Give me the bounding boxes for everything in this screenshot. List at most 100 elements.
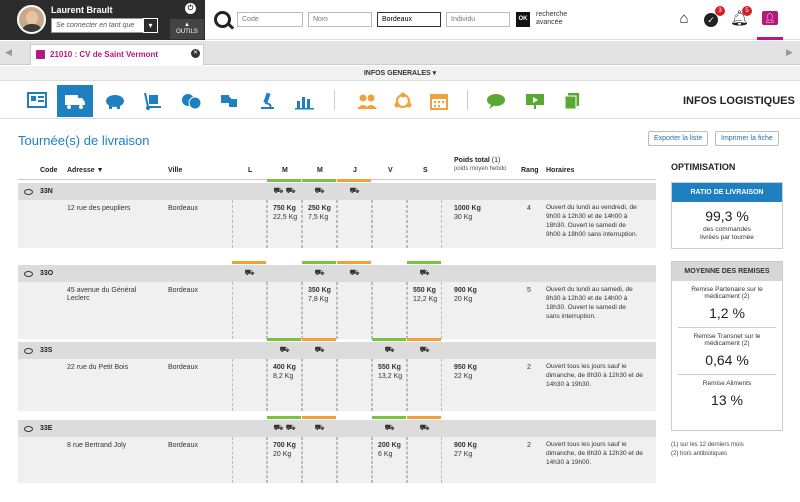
day-column — [337, 200, 372, 248]
check-icon[interactable]: ✓ 3 — [703, 6, 725, 27]
row-code: 33S — [40, 347, 53, 354]
delivery-truck-icon[interactable] — [57, 85, 93, 117]
eye-icon[interactable] — [24, 271, 33, 277]
row-horaires-line: Ouvert tous les jours sauf le — [546, 441, 627, 448]
id-card-icon[interactable] — [19, 85, 55, 117]
user-card-icon: 👤︎ — [762, 11, 778, 25]
header-poids-sup: (1) — [491, 157, 501, 164]
tab-prev-icon[interactable]: ◀ — [5, 47, 12, 57]
bar-chart-icon[interactable] — [287, 85, 323, 117]
chat-icon[interactable] — [479, 85, 515, 117]
row-horaires-line: 14h30 à 19h30. — [546, 381, 592, 388]
avatar[interactable] — [17, 5, 46, 34]
people-icon[interactable] — [349, 85, 385, 117]
network-icon[interactable] — [385, 85, 421, 117]
table-row-header[interactable] — [18, 265, 656, 282]
piggy-bank-icon[interactable] — [97, 85, 133, 117]
ville-input[interactable]: Bordeaux — [377, 12, 441, 27]
microscope-icon[interactable] — [249, 85, 285, 117]
section-title: INFOS LOGISTIQUES — [683, 95, 795, 107]
day-indicator-bar — [302, 416, 336, 419]
row-horaires-line: dimanche, de 8h30 à 12h30 et de — [546, 450, 643, 457]
advanced-search-link[interactable]: recherche avancée — [536, 11, 567, 27]
header-code[interactable]: Code — [40, 167, 58, 174]
remise-label-2: médicament (2) — [678, 340, 776, 347]
tab-next-icon[interactable]: ▶ — [786, 47, 793, 57]
remise-value: 13 % — [711, 392, 743, 408]
day-indicator-bar — [337, 179, 371, 182]
connect-as-select[interactable]: Se connecter en tant que — [51, 18, 158, 33]
row-rang: 2 — [527, 364, 531, 371]
row-poids-avg: 20 Kg — [454, 296, 473, 303]
user-card-button[interactable]: 👤︎ — [757, 0, 783, 40]
table-row-header[interactable] — [18, 342, 656, 359]
puzzle-icon[interactable] — [211, 85, 247, 117]
ratio-value: 99,3 % — [705, 208, 749, 224]
presentation-icon[interactable] — [517, 85, 553, 117]
day-column — [407, 200, 442, 248]
truck-icon: ⛟ — [349, 186, 360, 195]
eye-icon[interactable] — [24, 426, 33, 432]
header-day-l: L — [248, 167, 253, 174]
row-day-avg: 7,8 Kg — [308, 296, 329, 303]
table-row-header[interactable] — [18, 183, 656, 200]
day-indicator-bar — [302, 179, 336, 182]
individu-placeholder: Individu — [451, 16, 476, 23]
row-rang: 4 — [527, 205, 531, 212]
row-day-avg: 7,5 Kg — [308, 214, 329, 221]
remise-label-1: Remise Transnet sur le — [693, 333, 761, 340]
infos-generales-toggle[interactable]: INFOS GENERALES ▾ — [0, 66, 800, 81]
header-rang: Rang — [521, 167, 539, 174]
header-adresse[interactable]: Adresse ▼ — [67, 167, 104, 174]
row-poids: 900 Kg — [454, 287, 477, 294]
remise-label-2-text: médicament — [704, 293, 740, 300]
documents-icon[interactable] — [555, 85, 591, 117]
home-icon[interactable]: ⌂ — [679, 10, 689, 27]
ok-button[interactable]: OK — [516, 12, 530, 27]
row-day-weight: 200 Kg — [378, 442, 401, 449]
header-day-v: V — [388, 167, 393, 174]
search-icon[interactable] — [214, 11, 231, 28]
close-icon[interactable]: ✕ — [191, 49, 200, 58]
day-indicator-bar — [407, 261, 441, 264]
eye-icon[interactable] — [24, 348, 33, 354]
chevron-down-icon[interactable]: ▾ — [143, 18, 158, 33]
calendar-icon[interactable] — [421, 85, 457, 117]
individu-input[interactable]: Individu — [446, 12, 510, 27]
day-column — [372, 437, 407, 483]
tab-cv-saint-vermont[interactable]: 21010 : CV de Saint Vermont ✕ — [30, 44, 204, 65]
header-poids: Poids total (1) — [454, 157, 500, 164]
bell-icon[interactable]: 🔔︎ 5 — [730, 6, 752, 27]
day-column — [372, 200, 407, 248]
row-code: 33O — [40, 270, 54, 277]
truck-icon: ⛟ ⛟ — [273, 186, 296, 195]
table-row-header[interactable] — [18, 420, 656, 437]
divider — [334, 90, 335, 110]
check-badge: 3 — [715, 6, 725, 16]
optimisation-title: OPTIMISATION — [671, 162, 736, 172]
row-day-weight: 550 Kg — [413, 287, 436, 294]
page-title: Tournée(s) de livraison — [18, 133, 150, 148]
outils-button[interactable]: ▲ OUTILS — [170, 19, 204, 39]
header-ville[interactable]: Ville — [168, 167, 183, 174]
header-poids-label: Poids total — [454, 157, 490, 164]
remise-item: Remise Aliments 13 % — [678, 375, 776, 414]
nom-input[interactable]: Nom — [308, 12, 372, 27]
export-button[interactable]: Exporter la liste — [648, 131, 709, 146]
print-button[interactable]: Imprimer la fiche — [715, 131, 779, 146]
row-day-weight: 550 Kg — [378, 364, 401, 371]
eye-icon[interactable] — [24, 189, 33, 195]
remise-value: 0,64 % — [705, 352, 749, 368]
smileys-icon[interactable] — [173, 85, 209, 117]
day-column — [337, 359, 372, 411]
day-indicator-bar — [267, 179, 301, 182]
hand-truck-icon[interactable] — [135, 85, 171, 117]
row-horaires-line: 18h30. Ouvert le samedi de — [546, 304, 626, 311]
day-column — [407, 437, 442, 483]
code-input[interactable]: Code — [237, 12, 303, 27]
row-code: 33E — [40, 425, 53, 432]
row-horaires-line: Ouvert du lundi au vendredi, de — [546, 204, 637, 211]
outils-label: OUTILS — [176, 29, 198, 35]
power-icon[interactable]: ⏻ — [185, 3, 196, 14]
day-column — [302, 282, 337, 339]
